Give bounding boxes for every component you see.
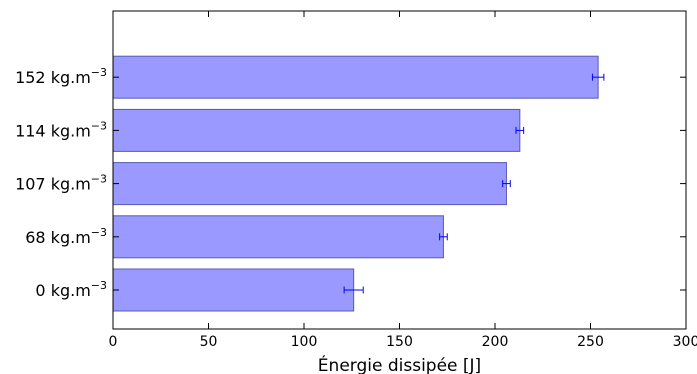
bar xyxy=(112,108,521,152)
category-label: 107 kg.m−3 xyxy=(15,173,107,194)
x-axis-label: Énergie dissipée [J] xyxy=(318,354,481,374)
x-tick-label: 0 xyxy=(109,334,118,350)
ticks-layer xyxy=(112,11,687,329)
labels-layer: 0 kg.m−3 68 kg.m−3 107 kg.m−3 114 kg.m−3 152… xyxy=(15,66,697,350)
bar xyxy=(112,162,507,206)
category-label: 0 kg.m−3 xyxy=(35,279,107,300)
x-tick-label: 300 xyxy=(673,334,697,350)
x-tick-label: 150 xyxy=(386,334,413,350)
category-label: 152 kg.m−3 xyxy=(15,66,107,87)
bar xyxy=(112,55,599,99)
category-label: 68 kg.m−3 xyxy=(25,226,107,247)
x-tick-label: 100 xyxy=(291,334,318,350)
bar xyxy=(112,268,355,312)
category-label: 114 kg.m−3 xyxy=(15,119,107,140)
bars-layer xyxy=(112,55,599,312)
x-tick-label: 50 xyxy=(200,334,218,350)
x-tick-label: 200 xyxy=(482,334,509,350)
error-bars-layer xyxy=(343,73,605,294)
bar xyxy=(112,215,444,259)
x-tick-label: 250 xyxy=(577,334,604,350)
